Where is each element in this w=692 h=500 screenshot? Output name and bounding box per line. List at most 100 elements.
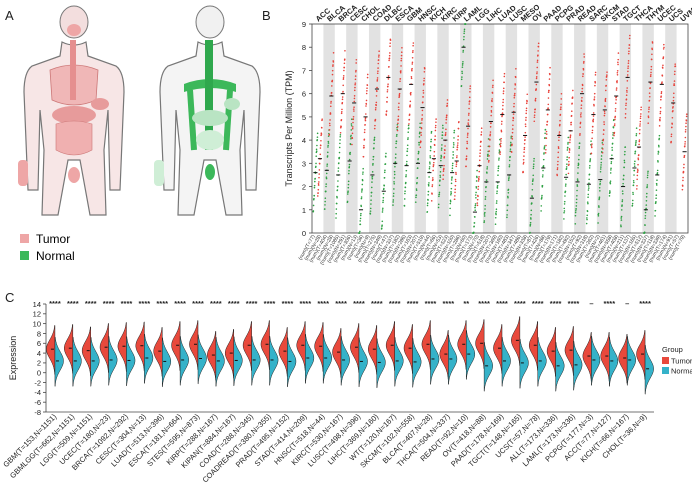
point: [651, 48, 654, 51]
point: [327, 146, 329, 148]
point: [567, 143, 569, 145]
point: [586, 201, 589, 203]
point: [376, 78, 379, 81]
point: [363, 146, 365, 149]
point: [532, 178, 534, 180]
scatter-normal-kich: [426, 130, 433, 213]
point: [445, 116, 448, 119]
point: [483, 213, 486, 215]
point: [503, 72, 506, 75]
point: [644, 224, 646, 226]
point: [348, 158, 351, 161]
point: [514, 92, 516, 95]
point: [472, 231, 475, 234]
point: [365, 105, 367, 107]
point: [478, 178, 480, 181]
point: [380, 227, 383, 230]
violin-normal: [573, 340, 583, 391]
violin-tumor: [385, 321, 395, 371]
point: [565, 178, 567, 181]
point: [351, 137, 354, 139]
point: [409, 100, 412, 103]
point: [452, 142, 455, 144]
point: [586, 210, 589, 213]
point: [419, 131, 421, 134]
violin-tumor: [224, 329, 235, 379]
point: [376, 72, 379, 75]
point: [441, 124, 444, 127]
point: [566, 163, 568, 165]
violin-tumor: [135, 321, 145, 372]
point: [417, 158, 420, 160]
violin-tumor: [421, 320, 431, 370]
point: [682, 179, 684, 182]
point: [355, 58, 358, 61]
point: [588, 173, 591, 176]
point: [511, 143, 513, 146]
point: [389, 45, 391, 48]
point: [610, 162, 613, 165]
scatter-tumor-read: [579, 53, 586, 136]
significance-label: ****: [228, 299, 240, 308]
point: [395, 146, 397, 149]
violin-tumor: [493, 324, 503, 374]
point: [363, 144, 365, 147]
point: [611, 142, 614, 145]
point: [557, 160, 559, 163]
point: [453, 198, 456, 201]
point: [440, 154, 442, 157]
point: [572, 89, 574, 92]
point: [349, 143, 352, 146]
point: [621, 190, 624, 192]
point: [485, 179, 488, 181]
point: [632, 191, 634, 194]
point: [371, 175, 374, 178]
point: [313, 197, 315, 200]
point: [588, 167, 591, 169]
point: [491, 98, 494, 100]
point: [416, 167, 419, 169]
point: [466, 147, 468, 150]
point: [588, 182, 590, 184]
point: [474, 194, 477, 196]
point: [564, 185, 567, 187]
point: [625, 98, 628, 100]
point: [314, 177, 316, 180]
point: [440, 155, 443, 158]
point: [405, 174, 407, 176]
point: [419, 122, 421, 125]
point: [656, 172, 659, 174]
point: [640, 113, 642, 115]
point: [451, 164, 454, 167]
point: [397, 108, 400, 111]
tumor-body-figure: [18, 5, 125, 216]
point: [597, 212, 600, 215]
point: [495, 210, 498, 213]
point: [365, 99, 368, 102]
point: [400, 57, 403, 60]
point: [347, 180, 350, 183]
point: [629, 34, 631, 37]
point: [381, 211, 384, 213]
point: [500, 129, 503, 132]
point: [567, 136, 570, 139]
point: [486, 166, 489, 168]
point: [318, 181, 320, 183]
point: [490, 114, 492, 117]
point: [354, 75, 357, 77]
panel-b-ytick-label: 0: [302, 229, 306, 238]
point: [427, 190, 430, 193]
point: [603, 123, 606, 126]
point: [410, 91, 412, 94]
panel-c-ylabel: Expression: [8, 336, 18, 381]
violin-tumor: [99, 323, 109, 373]
significance-label: ****: [282, 299, 294, 308]
point: [450, 190, 452, 193]
point: [525, 116, 527, 119]
point: [318, 176, 320, 179]
point: [335, 208, 338, 210]
point: [434, 124, 437, 127]
point: [684, 140, 686, 143]
violin-tumor: [46, 325, 56, 375]
point: [530, 218, 532, 220]
